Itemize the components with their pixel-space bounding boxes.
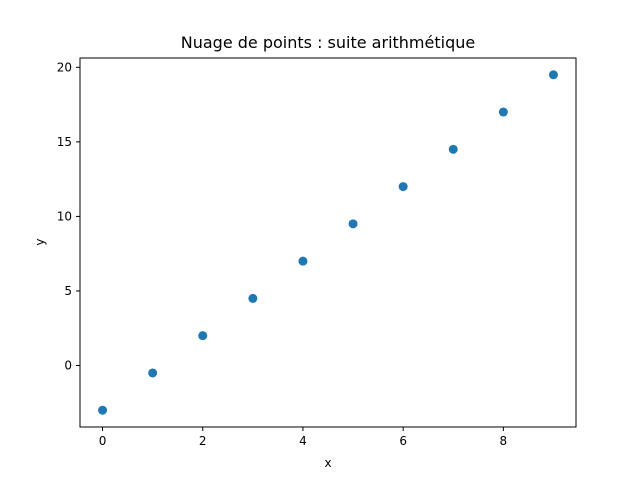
chart-title: Nuage de points : suite arithmétique: [181, 33, 475, 52]
x-ticks: 0 2 4 6 8: [99, 427, 507, 448]
points-layer: [98, 70, 558, 415]
y-ticks: 0 5 10 15 20: [57, 60, 80, 373]
x-axis-label: x: [324, 456, 331, 470]
y-tick-label-4: 20: [57, 60, 72, 74]
data-point-2: [198, 331, 208, 341]
data-point-6: [398, 182, 408, 192]
x-tick-label-4: 8: [500, 434, 508, 448]
data-point-7: [448, 144, 458, 154]
y-tick-label-0: 0: [64, 359, 72, 373]
plot-area-frame: [79, 57, 577, 428]
y-axis-label: y: [33, 238, 47, 245]
x-tick-label-1: 2: [199, 434, 207, 448]
data-point-4: [298, 256, 308, 266]
y-tick-label-1: 5: [64, 284, 72, 298]
x-tick-label-2: 4: [299, 434, 307, 448]
y-tick-label-2: 10: [57, 209, 72, 223]
x-tick-label-3: 6: [399, 434, 407, 448]
data-point-8: [498, 107, 508, 117]
data-point-1: [148, 368, 158, 378]
data-point-0: [98, 405, 108, 415]
data-point-9: [548, 70, 558, 80]
x-tick-label-0: 0: [99, 434, 107, 448]
y-tick-label-3: 15: [57, 135, 72, 149]
data-point-3: [248, 293, 258, 303]
data-point-5: [348, 219, 358, 229]
